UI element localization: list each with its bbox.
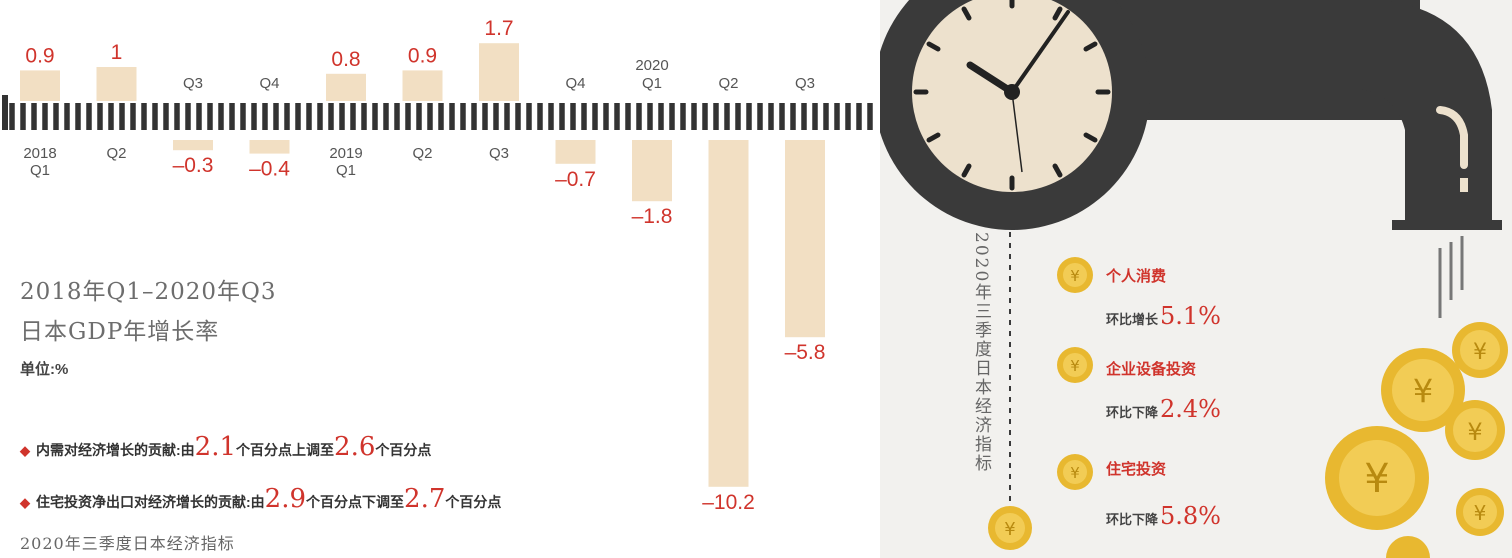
item-desc-capex: 环比下降2.4% [1106, 395, 1221, 423]
faucet-spout [1300, 0, 1492, 220]
clock-minute-hand [1010, 10, 1070, 94]
item-desc-text: 环比下降 [1106, 405, 1159, 420]
item-value: 5.8% [1160, 502, 1221, 530]
faucet-clock-illustration: ¥ ¥ ¥ ¥ ¥ ¥ ¥ ¥ ¥ [880, 0, 1508, 558]
note-suffix: 个百分点 [375, 442, 432, 458]
svg-text:¥: ¥ [1467, 418, 1482, 446]
gdp-bar-chart: 0.9 1 –0.3 –0.4 0.8 0.9 1.7 –0.7 –1.8 –10.2 –5.8 2… [2, 17, 873, 514]
value-label: –1.8 [632, 205, 673, 228]
note-value-to: 2.6 [334, 432, 376, 462]
bars-group [20, 43, 825, 487]
category-label: Q4 [565, 75, 585, 92]
value-label: –0.3 [173, 154, 214, 177]
clock-ticks [913, 0, 1111, 191]
value-label: 0.9 [408, 44, 437, 67]
svg-text:¥: ¥ [1070, 464, 1080, 482]
faucet-rim [1392, 220, 1502, 230]
bar [479, 43, 519, 101]
category-label: Q2 [718, 75, 738, 92]
note-suffix: 个百分点 [445, 494, 502, 510]
bar [326, 73, 366, 101]
bar [785, 140, 825, 338]
infographic-panel: ¥ ¥ ¥ ¥ ¥ ¥ ¥ ¥ ¥ 2020年三季度日本经济指标 个人消费 环比… [880, 0, 1512, 558]
value-label: 0.8 [331, 48, 360, 71]
category-label: Q3 [183, 75, 203, 92]
item-desc-consumption: 环比增长5.1% [1106, 302, 1221, 330]
bar [249, 140, 290, 154]
svg-text:¥: ¥ [1364, 456, 1389, 502]
bar [20, 70, 60, 101]
bar [555, 140, 596, 164]
note-value-from: 2.1 [194, 432, 237, 462]
faucet-highlight [1436, 106, 1468, 169]
value-label: –0.7 [555, 168, 596, 191]
value-labels-group: 0.9 1 –0.3 –0.4 0.8 0.9 1.7 –0.7 –1.8 –10.2 –5.8 [25, 17, 825, 514]
faucet-highlight-dot [1460, 178, 1468, 192]
svg-text:¥: ¥ [1070, 267, 1080, 285]
category-label: Q3 [489, 145, 509, 162]
note-mid: 个百分点下调至 [306, 494, 405, 510]
bar [96, 67, 137, 101]
bar [173, 140, 213, 151]
item-title-consumption: 个人消费 [1106, 268, 1167, 285]
item-desc-text: 环比下降 [1106, 512, 1159, 527]
note-mid: 个百分点上调至 [236, 442, 335, 458]
clock-center [1004, 84, 1020, 100]
value-label: –5.8 [785, 341, 826, 364]
value-label: 0.9 [25, 44, 54, 67]
svg-text:¥: ¥ [1473, 340, 1487, 365]
chart-title-line2: 日本GDP年增长率 [20, 319, 220, 345]
item-title-capex: 企业设备投资 [1106, 361, 1197, 378]
svg-text:¥: ¥ [1474, 501, 1487, 525]
category-label-sub: Q1 [336, 162, 356, 179]
item-value: 2.4% [1160, 395, 1221, 423]
category-label: 2018 [23, 145, 56, 162]
value-label: –10.2 [702, 491, 755, 514]
value-label: –0.4 [249, 158, 290, 181]
bar [708, 140, 749, 487]
item-desc-housing: 环比下降5.8% [1106, 502, 1221, 530]
note-housing-net-export: ◆ 住宅投资净出口对经济增长的贡献:由2.9个百分点下调至2.7个百分点 [20, 484, 501, 514]
value-label: 1 [111, 41, 123, 64]
axis-tick-marks [2, 95, 873, 130]
footer-caption: 2020年三季度日本经济指标 [20, 534, 235, 553]
note-prefix: 住宅投资净出口对经济增长的贡献:由 [36, 494, 265, 510]
category-label: Q2 [106, 145, 126, 162]
category-label: 2019 [329, 145, 362, 162]
falling-coins: ¥ ¥ ¥ ¥ ¥ [1325, 322, 1508, 558]
svg-text:¥: ¥ [1004, 519, 1015, 540]
category-label: Q4 [259, 75, 279, 92]
note-value-to: 2.7 [404, 484, 446, 514]
bar [402, 70, 443, 101]
diamond-icon: ◆ [20, 443, 30, 458]
svg-text:¥: ¥ [1070, 357, 1080, 375]
item-title-housing: 住宅投资 [1106, 461, 1167, 478]
category-label: 2020 [635, 57, 668, 74]
vertical-title: 2020年三季度日本经济指标 [971, 232, 991, 474]
item-desc-text: 环比增长 [1106, 312, 1159, 327]
bullet-coins: ¥ ¥ ¥ ¥ [988, 257, 1093, 550]
note-value-from: 2.9 [264, 484, 307, 514]
svg-text:¥: ¥ [1413, 372, 1433, 410]
diamond-icon: ◆ [20, 495, 30, 510]
unit-label: 单位:% [20, 361, 69, 378]
category-label: Q3 [795, 75, 815, 92]
clock-second-hand [1011, 91, 1023, 173]
item-value: 5.1% [1160, 302, 1221, 330]
category-label-sub: Q1 [30, 162, 50, 179]
value-label: 1.7 [484, 17, 513, 40]
note-prefix: 内需对经济增长的贡献:由 [36, 442, 195, 458]
category-label-sub: Q1 [642, 75, 662, 92]
note-domestic-demand: ◆ 内需对经济增长的贡献:由2.1个百分点上调至2.6个百分点 [20, 432, 431, 462]
clock-hour-hand [966, 61, 1016, 96]
chart-title-line1: 2018年Q1–2020年Q3 [20, 279, 277, 305]
bar [632, 140, 672, 202]
category-label: Q2 [412, 145, 432, 162]
falling-lines [1438, 236, 1464, 318]
